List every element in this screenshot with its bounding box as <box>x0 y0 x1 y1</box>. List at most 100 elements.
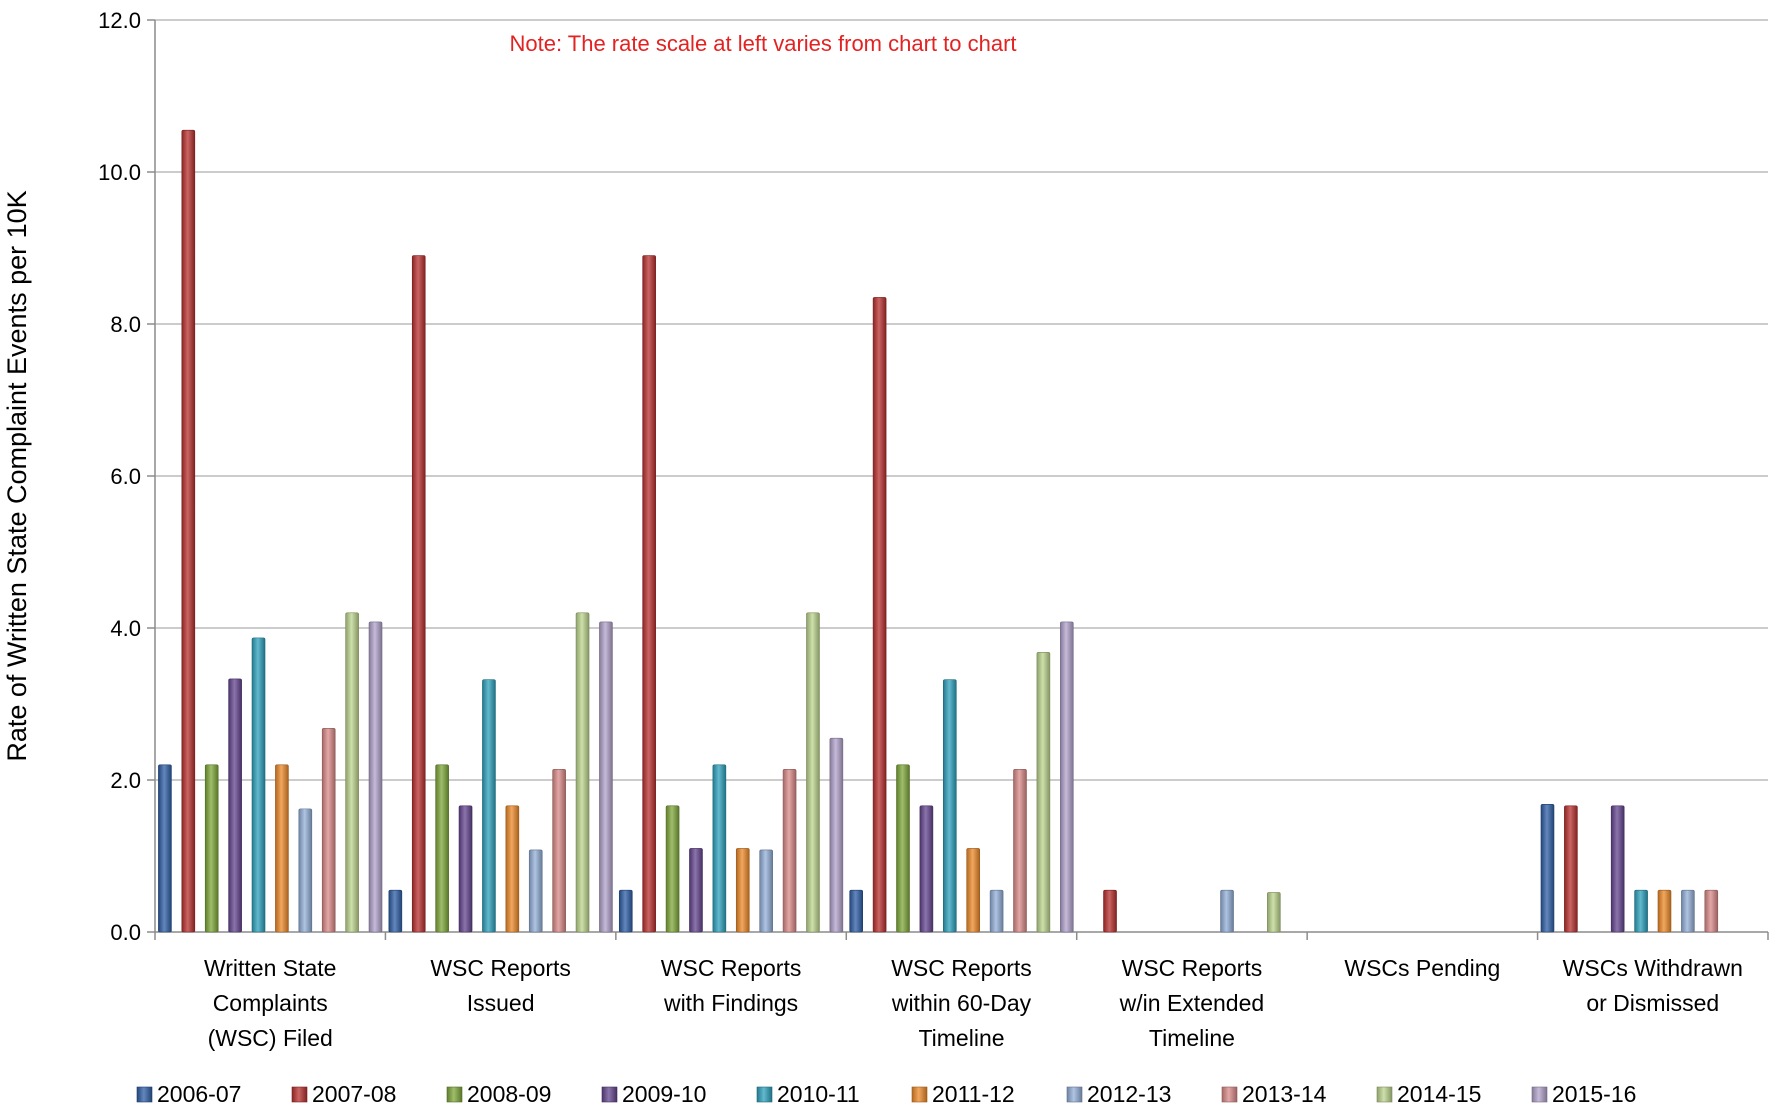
legend-swatch <box>1376 1086 1393 1103</box>
legend-label: 2011-12 <box>932 1081 1015 1107</box>
bar-2011-12 <box>275 764 289 933</box>
bar-2006-07 <box>158 764 172 933</box>
x-category-label: WSC Reports within 60-Day Timeline <box>891 955 1032 1051</box>
y-tick-label: 4.0 <box>110 616 141 641</box>
bar-2007-08 <box>872 297 887 933</box>
bar-2007-08 <box>181 129 196 933</box>
bar-2006-07 <box>1540 804 1555 933</box>
x-category-label: WSC Reports Issued <box>430 955 571 1016</box>
bar-2008-09 <box>435 764 449 933</box>
bar-2013-14 <box>1704 889 1719 933</box>
legend-swatch <box>446 1086 463 1103</box>
bar-2007-08 <box>1564 805 1578 933</box>
legend-swatch <box>136 1086 153 1103</box>
bar-2007-08 <box>1103 889 1117 933</box>
x-category-label: WSC Reports with Findings <box>661 955 802 1016</box>
bar-2008-09 <box>204 764 219 933</box>
legend: 2006-07 2007-08 2008-09 2009-10 2010-11 2011-… <box>136 1081 1636 1107</box>
bar-2014-15 <box>1267 892 1281 933</box>
legend-swatch <box>756 1086 773 1103</box>
bar-2012-13 <box>1220 889 1234 933</box>
bars <box>158 129 1719 933</box>
x-category-label: WSCs Pending <box>1344 955 1500 981</box>
legend-swatch <box>1066 1086 1083 1103</box>
bar-2015-16 <box>1060 621 1074 933</box>
bar-2010-11 <box>712 764 727 933</box>
x-category-label-line: Issued <box>467 990 535 1016</box>
legend-swatch <box>1531 1086 1548 1103</box>
legend-label: 2006-07 <box>157 1081 241 1107</box>
bar-2006-07 <box>849 889 864 933</box>
x-category-label-line: within 60-Day <box>891 990 1032 1016</box>
bar-2008-09 <box>896 764 910 933</box>
y-tick-labels: 0.0 2.0 4.0 6.0 8.0 10.0 12.0 <box>98 8 141 945</box>
bar-2014-15 <box>345 612 359 933</box>
bar-2013-14 <box>321 728 336 933</box>
y-tick-label: 10.0 <box>98 160 141 185</box>
x-category-label-line: WSCs Withdrawn <box>1563 955 1743 981</box>
x-category-label-line: WSC Reports <box>430 955 571 981</box>
bar-2015-16 <box>829 737 844 933</box>
bar-2010-11 <box>942 679 957 933</box>
x-category-label: WSCs Withdrawn or Dismissed <box>1563 955 1743 1016</box>
bar-2009-10 <box>919 805 934 933</box>
x-category-label-line: with Findings <box>663 990 798 1016</box>
legend-swatch <box>1221 1086 1238 1103</box>
chart-note: Note: The rate scale at left varies from… <box>509 31 1016 56</box>
bar-2012-13 <box>528 849 543 933</box>
y-tick-label: 0.0 <box>110 920 141 945</box>
bar-2010-11 <box>1634 889 1648 933</box>
gridlines <box>147 19 1769 940</box>
bar-2007-08 <box>411 255 426 933</box>
x-category-label-line: Timeline <box>1149 1025 1235 1051</box>
bar-2012-13 <box>989 889 1004 933</box>
y-tick-label: 2.0 <box>110 768 141 793</box>
bar-2013-14 <box>782 769 797 933</box>
x-category-label-line: Written State <box>204 955 337 981</box>
bar-2009-10 <box>458 805 473 933</box>
x-category-label: WSC Reports w/in Extended Timeline <box>1119 955 1264 1051</box>
bar-2014-15 <box>806 612 820 933</box>
bar-2006-07 <box>388 889 403 933</box>
bar-2006-07 <box>618 889 633 933</box>
bar-2012-13 <box>1681 889 1695 933</box>
bar-2012-13 <box>298 808 313 933</box>
bar-2007-08 <box>642 255 656 933</box>
legend-label: 2009-10 <box>622 1081 706 1107</box>
legend-label: 2014-15 <box>1397 1081 1481 1107</box>
x-category-labels: Written State Complaints (WSC) Filed WSC Re… <box>204 955 1743 1051</box>
legend-label: 2012-13 <box>1087 1081 1171 1107</box>
x-category-label-line: WSC Reports <box>661 955 802 981</box>
bar-2014-15 <box>1036 652 1051 933</box>
y-tick-label: 8.0 <box>110 312 141 337</box>
bar-2013-14 <box>1013 769 1027 933</box>
bar-2010-11 <box>251 637 266 933</box>
bar-2010-11 <box>482 679 496 933</box>
bar-2011-12 <box>1657 889 1672 933</box>
legend-swatch <box>291 1086 308 1103</box>
legend-label: 2007-08 <box>312 1081 396 1107</box>
x-category-label-line: or Dismissed <box>1586 990 1719 1016</box>
legend-label: 2015-16 <box>1552 1081 1636 1107</box>
legend-label: 2010-11 <box>777 1081 860 1107</box>
y-axis-label: Rate of Written State Complaint Events p… <box>2 190 32 761</box>
bar-2008-09 <box>665 805 680 933</box>
x-category-label-line: Timeline <box>918 1025 1004 1051</box>
legend-swatch <box>601 1086 618 1103</box>
bar-2009-10 <box>228 678 242 933</box>
y-tick-label: 6.0 <box>110 464 141 489</box>
bar-2009-10 <box>689 848 703 933</box>
legend-label: 2013-14 <box>1242 1081 1327 1107</box>
x-category-label-line: w/in Extended <box>1119 990 1264 1016</box>
x-category-label: Written State Complaints (WSC) Filed <box>204 955 337 1051</box>
bar-2011-12 <box>505 805 520 933</box>
bar-2011-12 <box>966 848 981 933</box>
bar-2014-15 <box>575 612 590 933</box>
x-category-label-line: WSC Reports <box>891 955 1032 981</box>
legend-swatch <box>911 1086 928 1103</box>
x-category-label-line: WSCs Pending <box>1344 955 1500 981</box>
y-tick-label: 12.0 <box>98 8 141 33</box>
x-category-label-line: Complaints <box>213 990 328 1016</box>
x-category-label-line: WSC Reports <box>1122 955 1263 981</box>
bar-2009-10 <box>1610 805 1625 933</box>
